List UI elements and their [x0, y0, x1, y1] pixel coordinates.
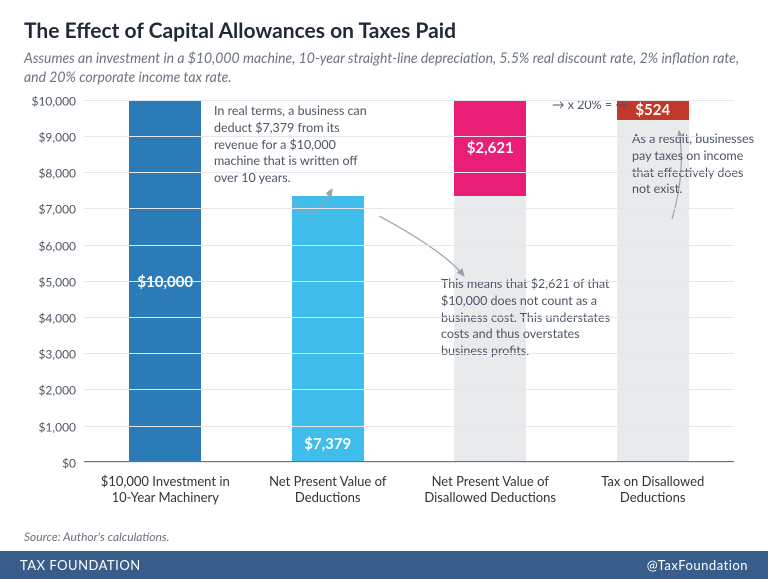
handle-label: @TaxFoundation [647, 557, 748, 573]
bar: $2,621 [454, 101, 526, 196]
x-tick-label: $10,000 Investment in 10-Year Machinery [91, 467, 241, 521]
y-tick-label: $8,000 [38, 166, 76, 181]
bar-value-label: $10,000 [129, 273, 201, 291]
y-tick-label: $1,000 [38, 419, 76, 434]
page-subtitle: Assumes an investment in a $10,000 machi… [24, 49, 744, 87]
y-tick-label: $10,000 [32, 93, 76, 108]
y-tick-label: $9,000 [38, 129, 76, 144]
annotation-3: As a result, businesses pay taxes on inc… [632, 131, 762, 199]
y-tick-label: $3,000 [38, 347, 76, 362]
y-tick-label: $4,000 [38, 310, 76, 325]
y-tick-label: $0 [62, 455, 76, 470]
bar: $10,000 [129, 101, 201, 463]
page-title: The Effect of Capital Allowances on Taxe… [24, 18, 744, 43]
y-tick-label: $6,000 [38, 238, 76, 253]
annotation-1: In real terms, a business can deduct $7,… [214, 103, 384, 187]
x-tick-label: Net Present Value of Deductions [253, 467, 403, 521]
chart: $0 $1,000 $2,000 $3,000 $4,000 $5,000 $6,000 $7… [24, 101, 744, 521]
source-caption: Source: Author's calculations. [24, 529, 170, 544]
y-tick-label: $5,000 [38, 274, 76, 289]
footer-bar: TAX FOUNDATION @TaxFoundation [0, 551, 768, 579]
brand-label: TAX FOUNDATION [20, 557, 141, 573]
bar-value-label: $7,379 [292, 435, 364, 453]
y-tick-label: $7,000 [38, 202, 76, 217]
x-tick-label: Tax on Disallowed Deductions [578, 467, 728, 521]
y-tick-label: $2,000 [38, 383, 76, 398]
bar-value-label: $2,621 [454, 139, 526, 157]
bar: $7,379 [292, 196, 364, 463]
x-tick-label: Net Present Value of Disallowed Deductio… [416, 467, 566, 521]
